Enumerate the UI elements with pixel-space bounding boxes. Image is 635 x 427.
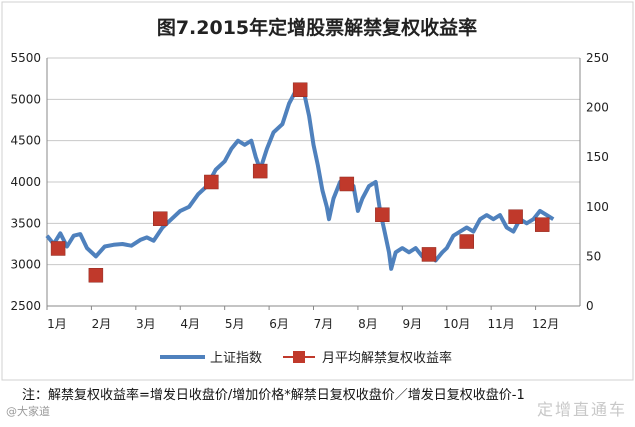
watermark-right: 定增直通车 [536,400,627,419]
x-tick-label: 11月 [488,317,515,331]
watermark-left: @大家道 [6,405,50,418]
data-marker [339,176,355,192]
x-tick-label: 4月 [180,317,200,331]
x-tick-label: 8月 [358,317,378,331]
y-right-tick-label: 200 [586,101,609,115]
y-right-tick-label: 150 [586,150,609,164]
y-left-tick-label: 3000 [10,258,41,272]
data-marker [421,247,437,262]
x-tick-label: 12月 [532,317,559,331]
data-marker [508,209,523,224]
x-tick-label: 7月 [314,317,334,331]
y-left-tick-label: 5000 [10,92,41,106]
data-marker [252,163,268,179]
x-tick-label: 9月 [403,317,423,331]
series-line-shanghai-index [45,84,555,271]
y-right-tick-label: 50 [586,249,601,263]
data-marker [88,267,104,283]
x-tick-label: 3月 [136,317,156,331]
y-left-tick-label: 4000 [10,175,41,189]
data-marker [204,174,219,190]
footnote: 注：解禁复权收益率=增发日收盘价/增加价格*解禁日复权收盘价／增发日复权收盘价-… [22,388,525,403]
chart-title: 图7.2015年定增股票解禁复权收益率 [157,16,477,39]
y-right-tick-label: 100 [586,200,609,214]
data-marker [375,207,390,222]
data-marker [50,241,66,256]
legend: 上证指数 月平均解禁复权收益率 [160,350,452,366]
y-left-tick-label: 3500 [10,216,41,230]
legend-label-index: 上证指数 [210,351,262,366]
data-marker [292,82,308,97]
y-left-tick-label: 2500 [10,299,41,313]
data-marker [153,211,168,226]
y-right-tick-label: 0 [586,299,594,313]
y-right-tick-label: 250 [586,51,609,65]
x-tick-label: 1月 [47,317,67,331]
legend-swatch-marker [293,351,305,363]
data-marker [459,234,474,249]
data-marker [534,217,550,232]
x-tick-label: 10月 [443,317,470,331]
legend-label-return: 月平均解禁复权收益率 [322,350,452,366]
series-line-path [45,84,555,271]
series-markers-monthly-return [50,82,550,283]
y-left-tick-label: 4500 [10,134,41,148]
x-tick-label: 5月 [225,317,245,331]
x-tick-label: 6月 [269,317,289,331]
y-left-tick-label: 5500 [10,51,41,65]
x-tick-label: 2月 [92,317,112,331]
axes: 2500 3000 3500 4000 4500 5000 5500 0 50 100 150 200… [10,51,608,331]
